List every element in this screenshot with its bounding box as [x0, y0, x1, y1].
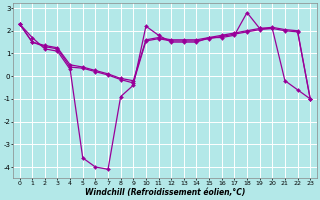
- X-axis label: Windchill (Refroidissement éolien,°C): Windchill (Refroidissement éolien,°C): [85, 188, 245, 197]
